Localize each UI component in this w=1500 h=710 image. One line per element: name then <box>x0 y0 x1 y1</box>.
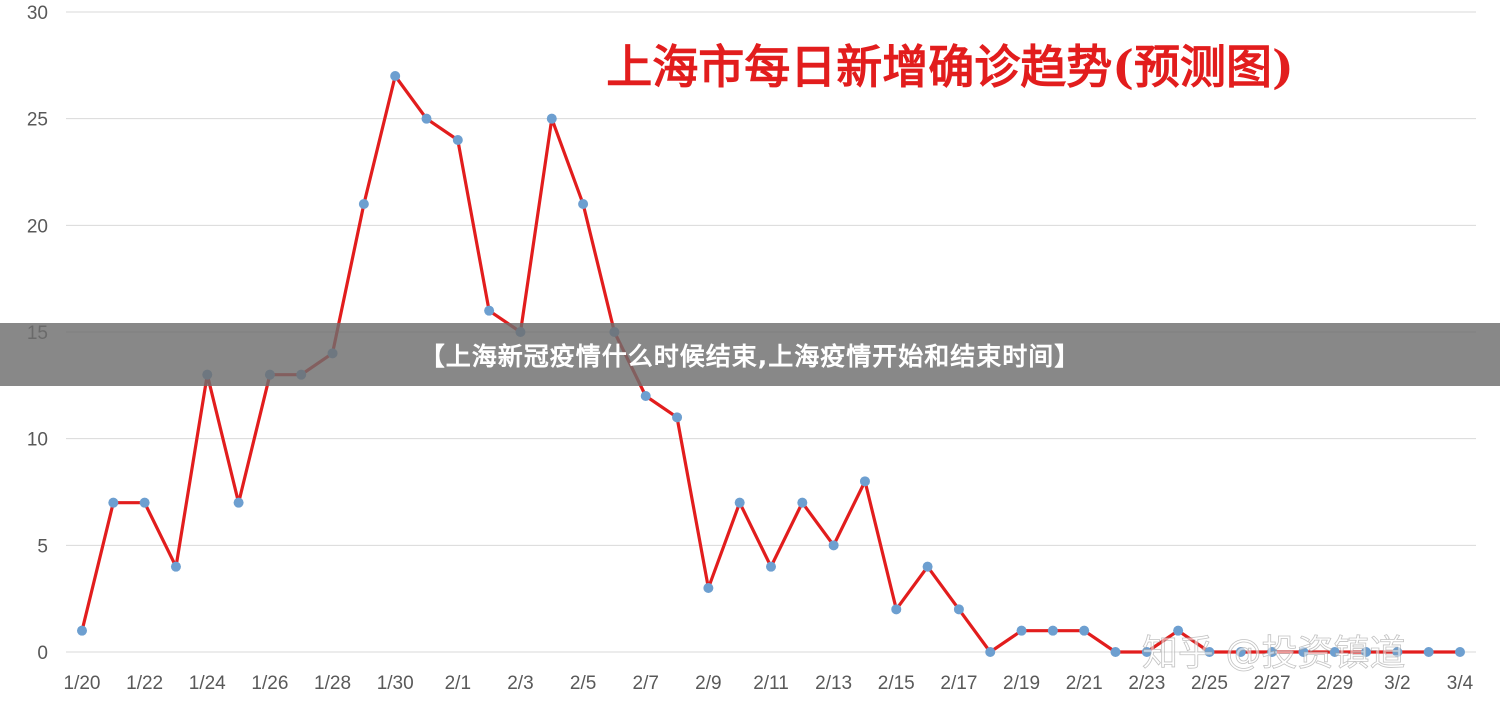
x-tick-label: 2/29 <box>1316 673 1353 694</box>
data-point <box>108 497 119 508</box>
x-tick-label: 2/7 <box>633 673 659 694</box>
data-point <box>1235 647 1246 657</box>
data-point <box>358 199 369 209</box>
x-tick-label: 1/28 <box>314 673 351 694</box>
data-point <box>1016 625 1027 636</box>
data-point <box>797 497 808 508</box>
data-point <box>421 113 432 124</box>
watermark: 知乎 @投资镇道 <box>1142 633 1405 674</box>
x-tick-label: 2/19 <box>1003 673 1040 694</box>
y-tick-label: 0 <box>37 643 48 664</box>
data-point <box>77 625 87 636</box>
data-point <box>1455 647 1465 657</box>
data-point <box>1204 647 1215 657</box>
data-point <box>484 305 495 316</box>
data-point <box>1423 647 1434 657</box>
data-point <box>1173 625 1184 636</box>
data-point <box>139 497 150 508</box>
y-tick-label: 30 <box>27 3 48 24</box>
data-point <box>1392 647 1403 657</box>
x-tick-label: 1/24 <box>189 673 226 694</box>
data-point <box>1361 647 1372 657</box>
x-tick-label: 1/26 <box>251 673 288 694</box>
data-point <box>766 561 776 572</box>
x-tick-label: 2/21 <box>1066 673 1103 694</box>
x-tick-label: 2/9 <box>695 673 721 694</box>
data-point <box>985 647 996 657</box>
data-point <box>1267 647 1278 657</box>
x-tick-label: 1/22 <box>126 673 163 694</box>
data-point <box>452 135 463 145</box>
data-point <box>922 561 933 572</box>
x-tick-label: 3/4 <box>1447 673 1474 694</box>
y-tick-label: 5 <box>37 536 48 557</box>
x-tick-label: 1/20 <box>64 673 101 694</box>
x-tick-label: 2/15 <box>878 673 915 694</box>
title-banner: 【上海新冠疫情什么时候结束,上海疫情开始和结束时间】 <box>0 323 1500 386</box>
data-point <box>233 497 244 508</box>
y-tick-label: 20 <box>27 216 48 237</box>
y-tick-label: 25 <box>27 110 48 131</box>
data-point <box>640 391 651 401</box>
chart-title: 上海市每日新增确诊趋势(预测图) <box>606 40 1294 94</box>
data-point <box>734 497 745 508</box>
data-point <box>1110 647 1121 657</box>
x-tick-label: 2/3 <box>507 673 533 694</box>
data-point <box>828 540 839 551</box>
data-point <box>891 604 902 615</box>
x-tick-label: 2/27 <box>1254 673 1291 694</box>
x-tick-label: 2/23 <box>1128 673 1165 694</box>
data-point <box>390 71 401 81</box>
data-point <box>578 199 589 209</box>
x-tick-label: 2/25 <box>1191 673 1228 694</box>
x-tick-label: 1/30 <box>377 673 414 694</box>
y-tick-label: 10 <box>27 430 48 451</box>
data-point <box>703 583 714 593</box>
x-tick-label: 2/13 <box>815 673 852 694</box>
data-point <box>546 113 557 124</box>
x-tick-label: 2/5 <box>570 673 596 694</box>
x-tick-label: 3/2 <box>1384 673 1410 694</box>
data-point <box>1079 625 1090 636</box>
x-tick-label: 2/17 <box>940 673 977 694</box>
data-point <box>953 604 964 615</box>
x-axis-ticks: 1/20 1/22 1/24 1/26 1/28 1/30 2/1 2/3 2/5 2/7 2/9 2… <box>64 673 1474 694</box>
data-point <box>1329 647 1340 657</box>
data-point <box>1141 647 1152 657</box>
data-point <box>859 476 870 487</box>
data-point <box>672 412 683 423</box>
x-tick-label: 2/11 <box>753 673 789 694</box>
data-point <box>1047 625 1058 636</box>
data-point <box>1298 647 1309 657</box>
banner-text: 【上海新冠疫情什么时候结束,上海疫情开始和结束时间】 <box>419 341 1081 371</box>
x-tick-label: 2/1 <box>445 673 471 694</box>
data-point <box>170 561 181 572</box>
